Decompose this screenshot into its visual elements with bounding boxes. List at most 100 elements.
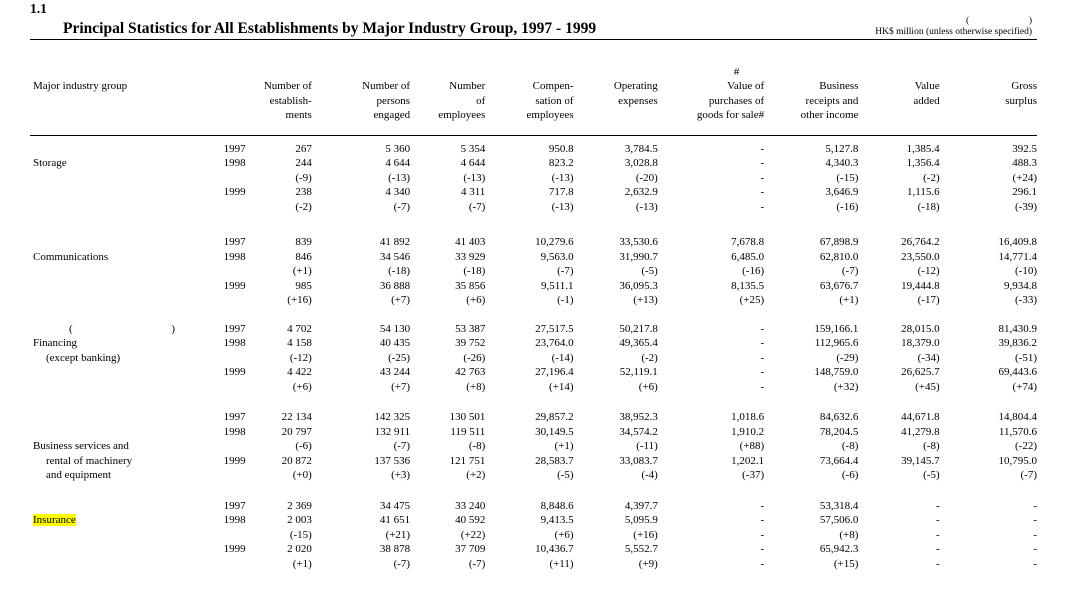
value-cell: (-12)	[289, 351, 312, 364]
value-cell: (+74)	[1012, 380, 1037, 393]
industry-group-label	[30, 171, 195, 186]
value-cell: 2 003	[287, 514, 312, 526]
title-row: Principal Statistics for All Establishme…	[30, 16, 1037, 40]
value-cell: 33 240	[455, 499, 486, 512]
value-cell: 50,217.8	[619, 322, 658, 335]
value-cell: 29,857.2	[535, 411, 574, 423]
pct-change-row: Business services and (-6) (-7) (-8) (+1) (-1…	[30, 439, 1037, 454]
value-cell: 130 501	[449, 411, 486, 423]
value-cell: 33,083.7	[619, 454, 658, 467]
year-cell: 1997	[223, 322, 246, 335]
col-header: Business receipts and other income	[764, 40, 859, 136]
value-cell: (+1)	[292, 557, 312, 570]
value-cell: 392.5	[1012, 142, 1037, 155]
value-cell: -	[935, 514, 940, 526]
value-cell: 34,574.2	[619, 425, 658, 438]
value-cell: -	[935, 528, 940, 541]
value-cell: 9,563.0	[540, 250, 574, 263]
value-cell: (-5)	[923, 469, 940, 481]
year-data-row: 1999 985 36 888 35 856 9,511.1 36,095.3 8,135.…	[30, 279, 1037, 294]
year-cell: 1999	[223, 454, 246, 467]
value-cell: (-18)	[388, 265, 411, 277]
statistics-table: Major industry group Number of establish-…	[30, 40, 1037, 571]
value-cell: 132 911	[374, 425, 411, 438]
value-cell: (-15)	[836, 171, 859, 184]
value-cell: (+16)	[287, 294, 312, 306]
value-cell: -	[1033, 557, 1037, 570]
value-cell: (+11)	[549, 557, 574, 570]
value-cell: (-18)	[463, 265, 486, 277]
value-cell: 53 387	[455, 322, 486, 335]
value-cell: 40 592	[455, 514, 486, 526]
year-data-row: () 1997 4 702 54 130 53 387 27,517.5 50,217.8 -…	[30, 322, 1037, 337]
industry-group-label	[30, 528, 195, 543]
value-cell: -	[760, 337, 765, 349]
value-cell: 5 354	[460, 142, 486, 155]
value-cell: -	[760, 200, 765, 213]
header-row: Major industry group Number of establish-…	[30, 40, 1037, 136]
year-data-row: Storage 1998 244 4 644 4 644 823.2 3,028.8 - 4,3…	[30, 156, 1037, 171]
value-cell: -	[760, 142, 765, 155]
value-cell: 39 752	[455, 337, 486, 349]
industry-group-label: and equipment	[46, 469, 112, 481]
year-cell	[195, 293, 245, 308]
year-data-row: 1999 238 4 340 4 311 717.8 2,632.9 - 3,646.9 1,1…	[30, 185, 1037, 200]
industry-group-label	[30, 425, 195, 440]
year-cell: 1998	[223, 425, 246, 438]
value-cell: -	[760, 366, 765, 378]
value-cell: (-34)	[917, 351, 940, 364]
value-cell: (-29)	[836, 351, 859, 364]
value-cell: 41 403	[455, 236, 486, 248]
value-cell: 33 929	[455, 250, 486, 263]
value-cell: 65,942.3	[819, 543, 859, 555]
value-cell: 35 856	[455, 279, 486, 292]
value-cell: (-7)	[841, 265, 859, 277]
value-cell: 717.8	[548, 186, 574, 198]
value-cell: (-10)	[1015, 265, 1037, 277]
year-cell	[195, 528, 245, 543]
value-cell: 49,365.4	[619, 337, 658, 349]
value-cell: 296.1	[1012, 186, 1037, 198]
industry-group-label	[30, 279, 195, 294]
industry-group-label	[30, 264, 195, 279]
year-cell: 1999	[223, 543, 246, 555]
industry-group-label	[30, 365, 195, 380]
value-cell: (-15)	[289, 528, 312, 541]
value-cell: 26,764.2	[901, 236, 940, 248]
value-cell: 20 872	[281, 454, 312, 467]
industry-group-label: ()	[69, 322, 175, 335]
col-header	[195, 40, 246, 136]
value-cell: (-7)	[557, 265, 574, 277]
value-cell: 1,910.2	[731, 425, 765, 438]
value-cell: 4,397.7	[624, 499, 658, 512]
spacer-row	[30, 214, 1037, 235]
value-cell: -	[760, 322, 765, 335]
year-data-row: 1997 22 134 142 325 130 501 29,857.2 38,952.3…	[30, 410, 1037, 425]
value-cell: (-1)	[557, 294, 574, 306]
value-cell: 121 751	[449, 454, 486, 467]
value-cell: (+14)	[549, 380, 574, 393]
industry-group-label: Insurance	[30, 513, 195, 528]
value-cell: 36,095.3	[619, 279, 658, 292]
value-cell: -	[760, 514, 765, 526]
value-cell: 1,018.6	[731, 411, 765, 423]
industry-group-label: Business services and	[33, 440, 129, 452]
industry-group-label: Storage	[33, 157, 67, 169]
value-cell: (-7)	[393, 440, 411, 452]
value-cell: 9,413.5	[540, 514, 574, 526]
value-cell: 73,664.4	[819, 454, 859, 467]
value-cell: (-25)	[388, 351, 411, 364]
value-cell: (-39)	[1015, 200, 1037, 213]
pct-change-row: (+1) (-18) (-18) (-7) (-5) (-16) (-7) (-12) (-10…	[30, 264, 1037, 279]
value-cell: 10,279.6	[535, 236, 574, 248]
industry-group-label: Financing	[33, 337, 77, 349]
value-cell: 16,409.8	[998, 236, 1038, 248]
value-cell: -	[760, 380, 765, 393]
value-cell: (-37)	[742, 469, 765, 481]
value-cell: (+88)	[739, 440, 765, 452]
value-cell: -	[760, 557, 765, 570]
value-cell: (-4)	[641, 469, 658, 481]
year-cell	[195, 557, 245, 572]
pct-change-row: (except banking) (-12) (-25) (-26) (-14) (-2)…	[30, 351, 1037, 366]
